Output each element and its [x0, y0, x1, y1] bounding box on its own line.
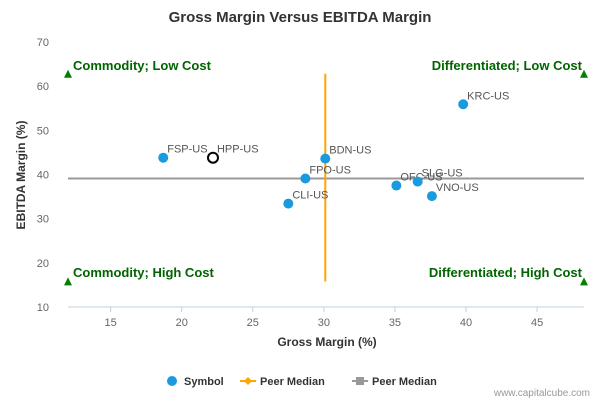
data-point	[283, 198, 294, 209]
y-tick-label: 20	[37, 258, 49, 270]
y-tick-label: 40	[37, 170, 49, 182]
data-point	[320, 153, 331, 164]
y-axis-label: EBITDA Margin (%)	[14, 121, 28, 230]
chart-title: Gross Margin Versus EBITDA Margin	[169, 9, 432, 26]
quadrant-marker-triangle	[64, 69, 72, 78]
legend-symbol-marker	[167, 376, 177, 386]
x-tick-label: 15	[105, 317, 117, 329]
x-axis-ticks: 15 20 25 30 35 40 45	[105, 307, 543, 329]
y-tick-label: 60	[37, 81, 49, 93]
quadrant-marker-triangle	[580, 277, 588, 286]
data-point-highlight	[206, 151, 219, 164]
data-point	[300, 173, 311, 184]
x-tick-label: 20	[176, 317, 188, 329]
quadrant-labels: Commodity; Low Cost Differentiated; Low C…	[64, 58, 588, 286]
data-point-label: OFC-US	[400, 172, 442, 184]
data-points: FSP-US HPP-US BDN-US FPO-US CLI-US OFC-USSLG-…	[158, 90, 509, 209]
plot-area: 15 20 25 30 35 40 45 10 20 30 40 50 60 70 Commodity;…	[37, 37, 588, 329]
quadrant-label: Differentiated; Low Cost	[432, 58, 583, 73]
data-point-label: HPP-US	[217, 144, 259, 156]
data-point	[412, 176, 423, 187]
data-point	[158, 152, 169, 163]
legend-item-label: Peer Median	[372, 376, 437, 388]
x-tick-label: 35	[389, 317, 401, 329]
y-tick-label: 70	[37, 37, 49, 49]
watermark: www.capitalcube.com	[493, 388, 590, 399]
x-tick-label: 40	[460, 317, 472, 329]
legend-item-label: Symbol	[184, 376, 224, 388]
x-tick-label: 25	[247, 317, 259, 329]
data-point-label: SLG-US	[422, 168, 463, 180]
legend-item-label: Peer Median	[260, 376, 325, 388]
data-point-label: KRC-US	[467, 90, 509, 102]
y-tick-label: 10	[37, 302, 49, 314]
data-point-label: FPO-US	[309, 164, 351, 176]
data-point-label: FSP-US	[167, 144, 207, 156]
data-point	[391, 180, 402, 191]
legend-diamond-marker	[244, 377, 252, 385]
data-point-label: CLI-US	[292, 190, 328, 202]
quadrant-label: Commodity; High Cost	[73, 265, 214, 280]
data-point-label: VNO-US	[436, 182, 479, 194]
quadrant-marker-triangle	[580, 69, 588, 78]
quadrant-label: Differentiated; High Cost	[429, 265, 583, 280]
y-axis-ticks: 10 20 30 40 50 60 70	[37, 37, 49, 314]
legend: Symbol Peer Median Peer Median	[167, 376, 437, 388]
y-tick-label: 30	[37, 214, 49, 226]
quadrant-label: Commodity; Low Cost	[73, 58, 212, 73]
x-tick-label: 45	[531, 317, 543, 329]
y-tick-label: 50	[37, 125, 49, 137]
x-axis-label: Gross Margin (%)	[277, 335, 376, 349]
x-tick-label: 30	[318, 317, 330, 329]
legend-square-marker	[356, 377, 364, 385]
quadrant-marker-triangle	[64, 277, 72, 286]
data-point	[458, 99, 469, 110]
peer-median-lines	[68, 73, 584, 282]
data-point	[426, 191, 437, 202]
data-point-label: BDN-US	[329, 145, 371, 157]
